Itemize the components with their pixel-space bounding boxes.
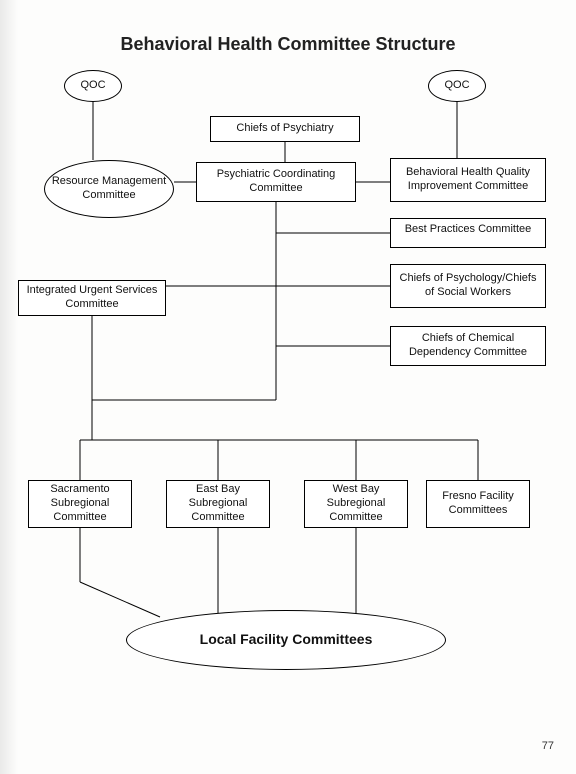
page-number: 77 [542, 740, 554, 752]
diagram-title: Behavioral Health Committee Structure [0, 34, 576, 55]
node-chiefs_psych: Chiefs of Psychiatry [210, 116, 360, 142]
node-local_fac: Local Facility Committees [126, 610, 446, 670]
node-chiefs_psychology: Chiefs of Psychology/Chiefs of Social Wo… [390, 264, 546, 308]
node-resource_mgmt: Resource Management Committee [44, 160, 174, 218]
node-sacramento: Sacramento Subregional Committee [28, 480, 132, 528]
node-best_practices: Best Practices Committee [390, 218, 546, 248]
node-westbay: West Bay Subregional Committee [304, 480, 408, 528]
node-chiefs_chemical: Chiefs of Chemical Dependency Committee [390, 326, 546, 366]
node-psych_coord: Psychiatric Coordinating Committee [196, 162, 356, 202]
node-qoc_left: QOC [64, 70, 122, 102]
node-qoc_right: QOC [428, 70, 486, 102]
node-bh_quality: Behavioral Health Quality Improvement Co… [390, 158, 546, 202]
node-fresno: Fresno Facility Committees [426, 480, 530, 528]
node-integrated_urgent: Integrated Urgent Services Committee [18, 280, 166, 316]
node-eastbay: East Bay Subregional Committee [166, 480, 270, 528]
page: Behavioral Health Committee Structure QO… [0, 0, 576, 774]
scan-shadow [0, 0, 18, 774]
